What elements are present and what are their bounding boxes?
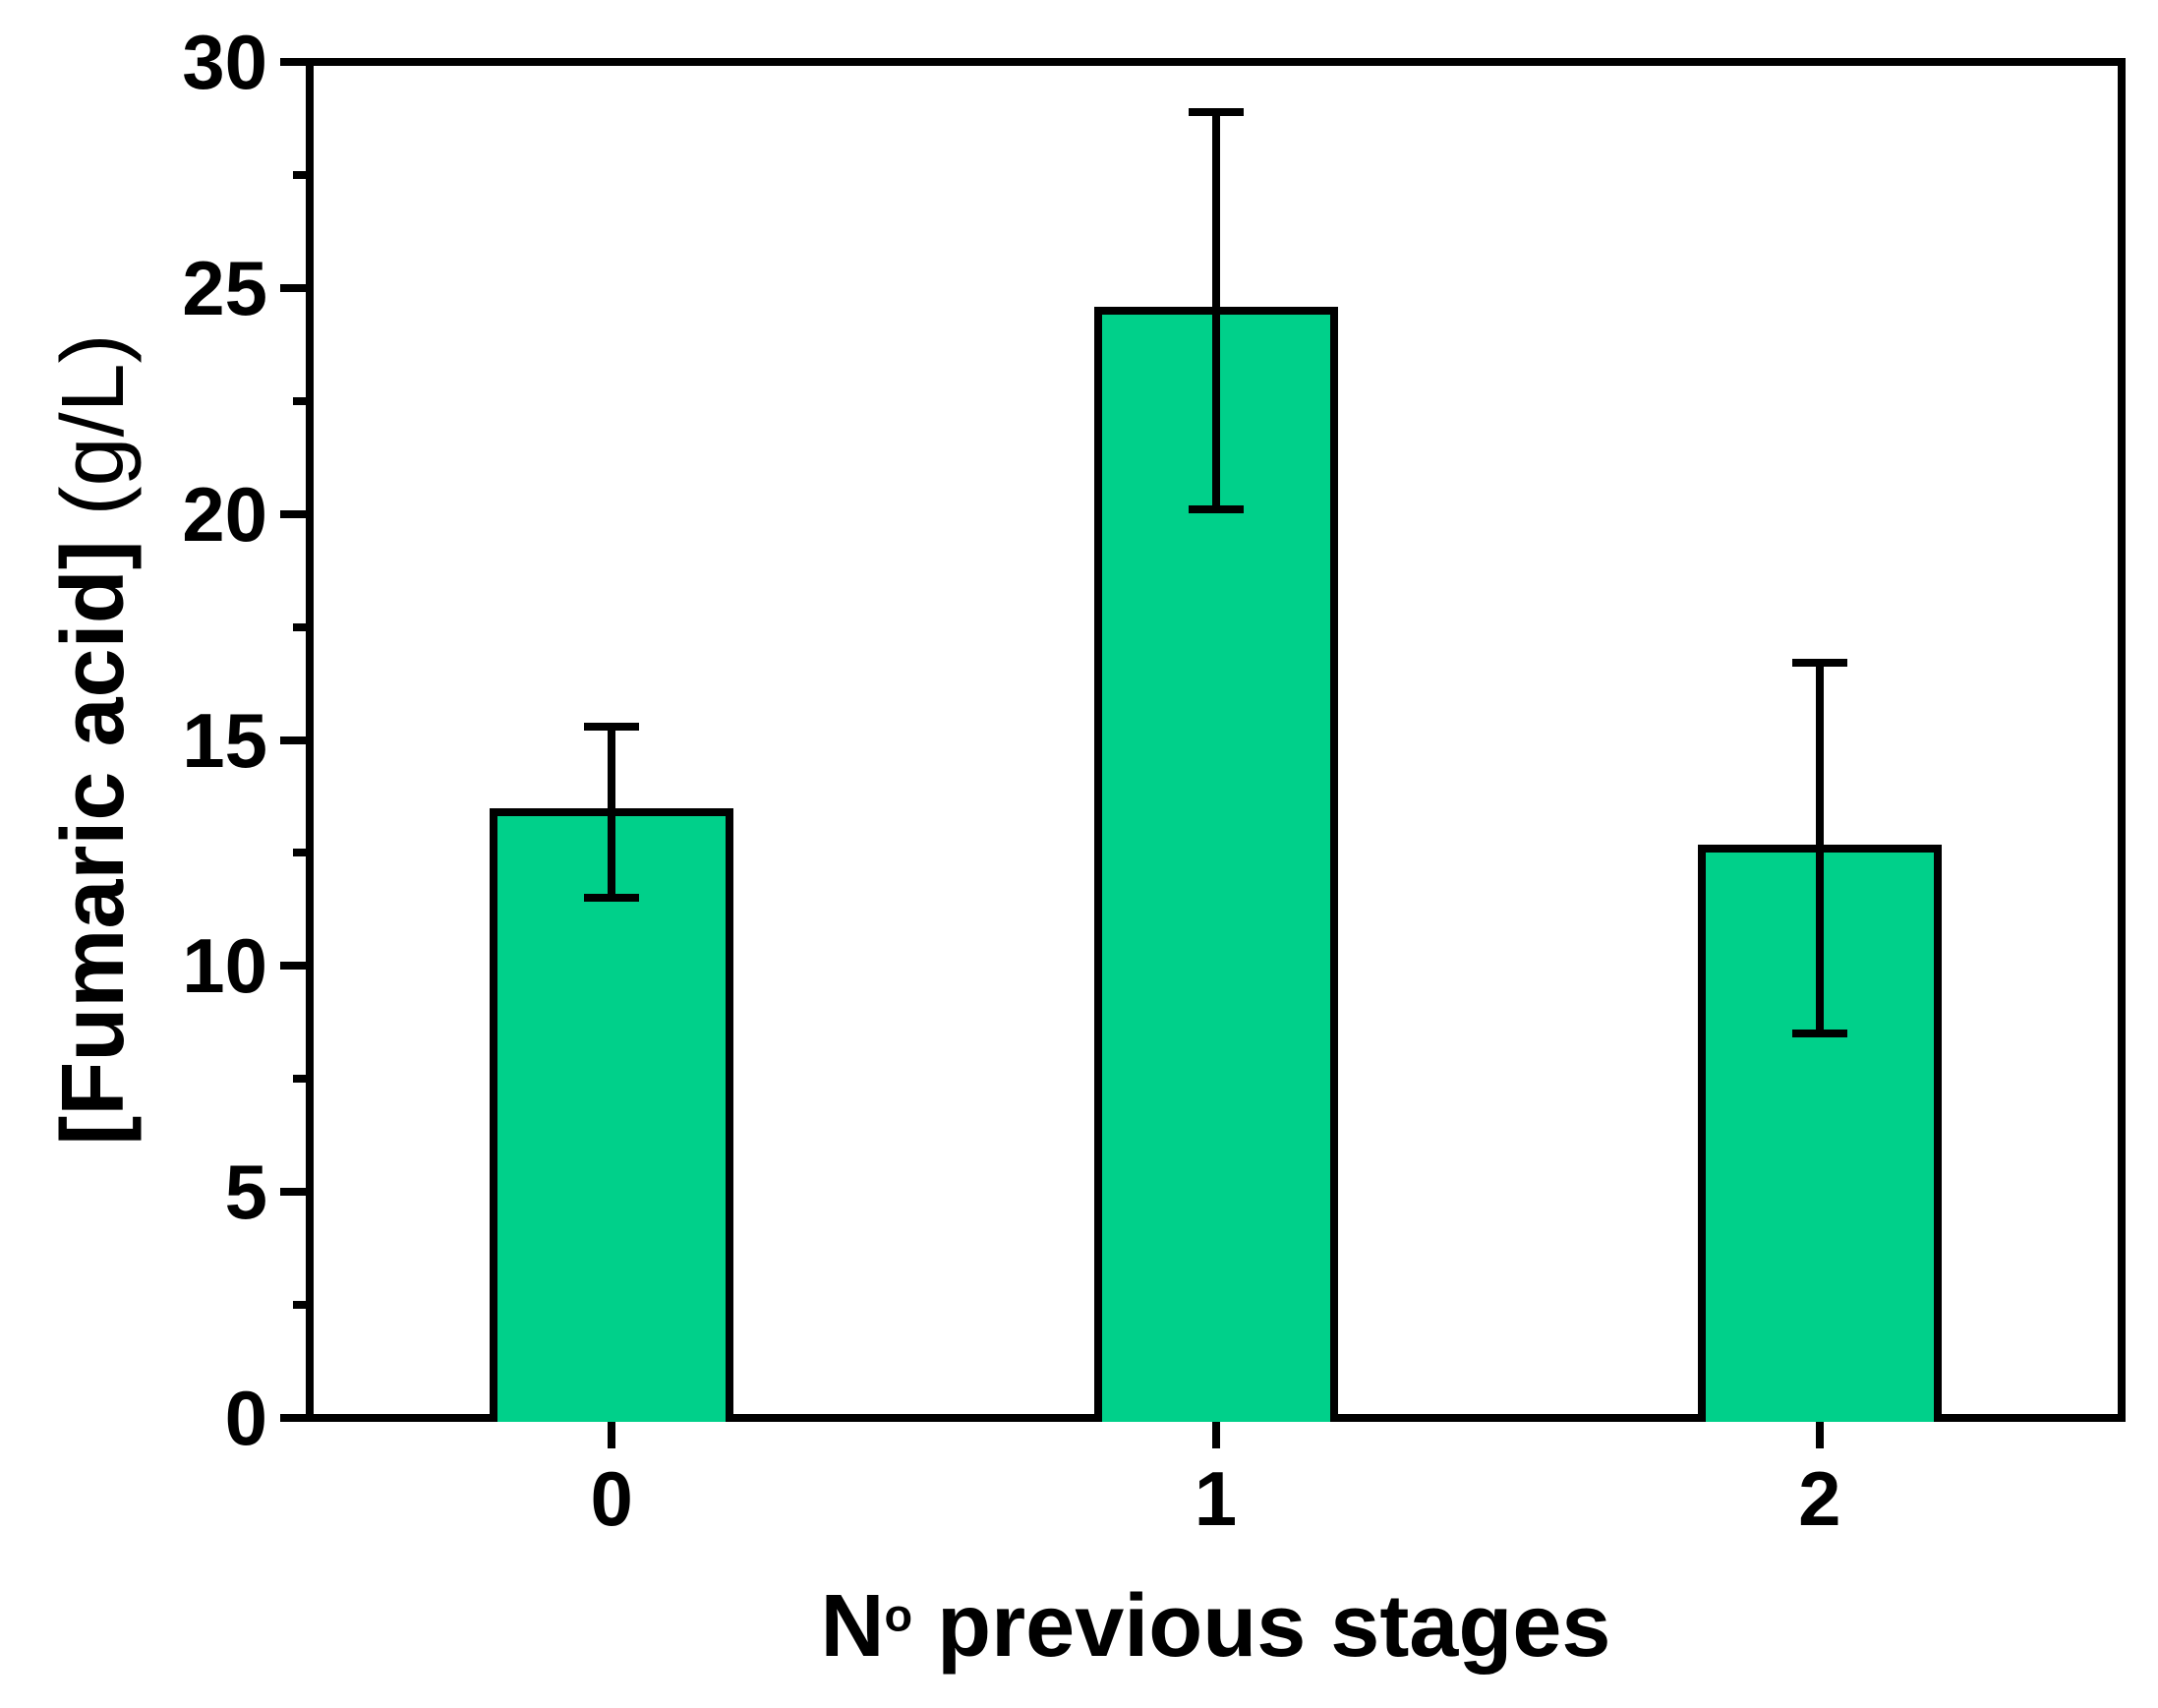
y-axis-title-unit: (g/L) <box>44 333 143 541</box>
error-bar-line <box>1815 659 1824 1038</box>
y-axis-minor-tick <box>293 849 306 857</box>
y-axis-minor-tick <box>293 1075 306 1084</box>
y-axis-major-tick <box>280 58 306 66</box>
x-axis-major-tick <box>608 1422 616 1448</box>
y-axis-major-tick <box>280 1414 306 1422</box>
error-bar-cap-bottom <box>1791 1030 1847 1038</box>
y-axis-title: [Fumaric acid] (g/L) <box>44 333 143 1145</box>
x-tick-label: 1 <box>1194 1455 1238 1542</box>
y-tick-label: 10 <box>182 922 267 1010</box>
x-axis-title-prefix: N <box>820 1577 885 1676</box>
bar <box>490 808 734 1422</box>
error-bar-cap-top <box>584 722 640 731</box>
error-bar-cap-top <box>1791 659 1847 668</box>
y-axis-major-tick <box>280 509 306 518</box>
y-tick-label: 30 <box>182 19 267 105</box>
error-bar-cap-bottom <box>584 894 640 903</box>
x-axis-major-tick <box>1815 1422 1824 1448</box>
y-axis-major-tick <box>280 1188 306 1197</box>
y-axis-major-tick <box>280 736 306 744</box>
y-axis-minor-tick <box>293 1301 306 1310</box>
error-bar-cap-bottom <box>1188 505 1244 514</box>
error-bar-line <box>1211 107 1220 514</box>
x-axis-major-tick <box>1211 1422 1220 1448</box>
x-axis-title-rest: previous stages <box>912 1577 1611 1676</box>
error-bar-cap-top <box>1188 107 1244 116</box>
x-axis-title: No previous stages <box>306 1581 2126 1672</box>
y-tick-label: 15 <box>182 696 267 784</box>
y-tick-label: 5 <box>224 1148 267 1236</box>
x-tick-label: 0 <box>590 1455 633 1542</box>
y-axis-minor-tick <box>293 170 306 179</box>
y-tick-label: 0 <box>224 1375 267 1461</box>
y-axis-major-tick <box>280 962 306 971</box>
y-axis-minor-tick <box>293 396 306 405</box>
error-bar-line <box>608 722 616 903</box>
y-tick-label: 20 <box>182 470 267 558</box>
y-axis-title-quantity: [Fumaric acid] <box>44 540 143 1146</box>
y-axis-major-tick <box>280 283 306 292</box>
y-tick-label: 25 <box>182 244 267 331</box>
x-axis-title-superscript: o <box>884 1589 913 1641</box>
x-tick-label: 2 <box>1798 1455 1841 1542</box>
y-axis-minor-tick <box>293 622 306 631</box>
